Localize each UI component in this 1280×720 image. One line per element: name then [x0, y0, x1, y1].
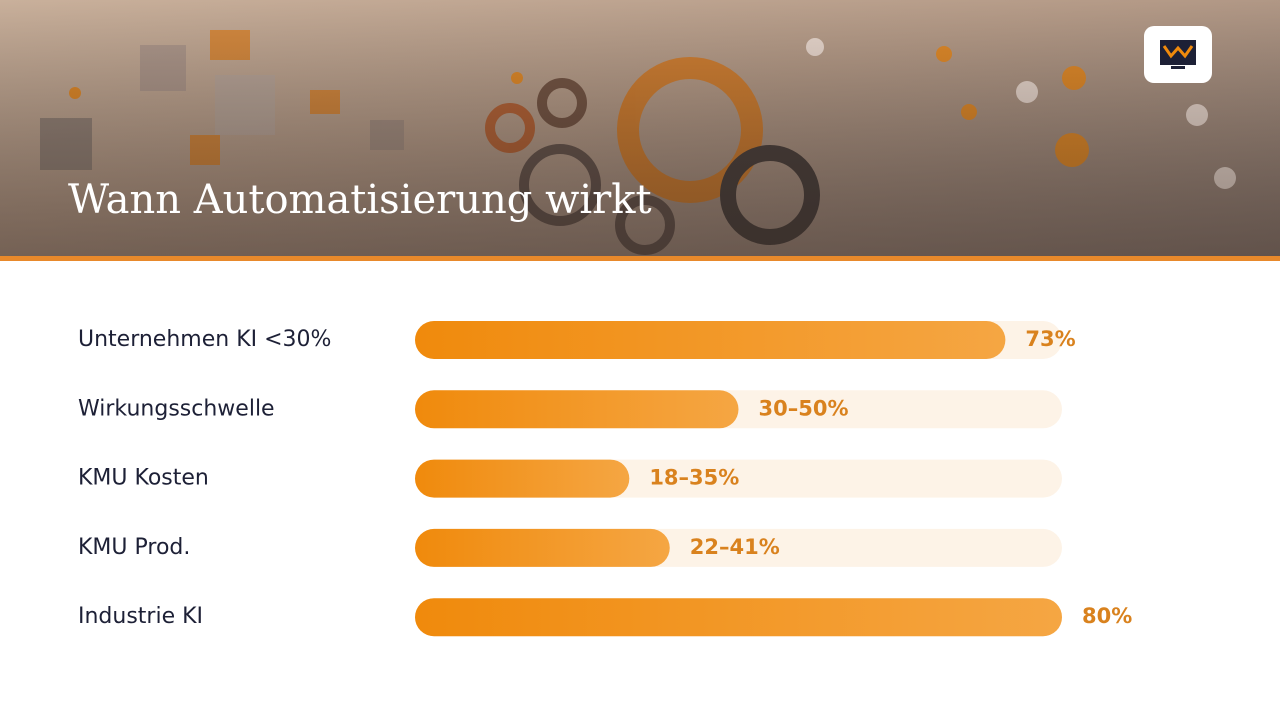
value-label: 18–35% [649, 466, 739, 490]
slide-title: Wann Automatisierung wirkt [68, 177, 652, 223]
bar [415, 528, 670, 567]
bar [415, 321, 1006, 359]
value-label: 22–41% [690, 535, 780, 559]
category-label: Wirkungsschwelle [78, 396, 275, 421]
category-label: KMU Prod. [78, 535, 190, 560]
header-banner: Wann Automatisierung wirkt [0, 0, 1280, 261]
value-label: 30–50% [759, 396, 849, 420]
bar [415, 390, 739, 429]
bar [415, 598, 1062, 637]
value-label: 80% [1082, 604, 1132, 628]
category-label: Unternehmen KI <30% [78, 327, 331, 352]
category-label: KMU Kosten [78, 466, 209, 491]
bar [415, 459, 630, 498]
category-label: Industrie KI [78, 604, 203, 629]
value-label: 73% [1025, 327, 1075, 351]
